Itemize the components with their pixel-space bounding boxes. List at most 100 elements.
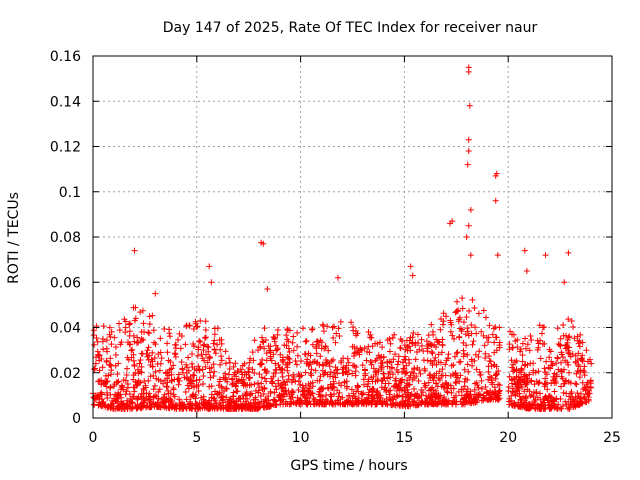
data-point — [567, 379, 574, 386]
data-point — [193, 382, 200, 389]
data-point — [108, 362, 115, 369]
data-point — [389, 334, 396, 341]
data-point — [224, 398, 231, 405]
data-point — [492, 390, 499, 397]
data-point — [447, 372, 454, 379]
data-point — [107, 361, 114, 368]
data-point — [128, 347, 135, 354]
data-point — [386, 348, 393, 355]
data-point — [526, 347, 533, 354]
data-point — [429, 328, 436, 335]
data-point — [372, 401, 379, 408]
data-point — [100, 398, 107, 405]
data-point — [164, 340, 171, 347]
data-point — [99, 391, 106, 398]
data-point — [404, 400, 411, 407]
data-point — [585, 358, 592, 365]
data-point — [289, 339, 296, 346]
data-point — [485, 334, 492, 341]
data-point — [488, 379, 495, 386]
data-point — [543, 394, 550, 401]
data-point — [313, 350, 320, 357]
data-point — [536, 322, 543, 329]
data-point — [137, 309, 144, 316]
data-point — [351, 393, 358, 400]
axis-ticks: 0 5 10 15 20 25 0 0.02 0.04 0.06 0.08 0.1 0.12 0.14 0.… — [50, 49, 621, 446]
data-point — [294, 343, 301, 350]
data-point — [296, 373, 303, 380]
data-point — [517, 396, 524, 403]
data-point — [338, 359, 345, 366]
data-point — [549, 397, 556, 404]
data-point — [194, 352, 201, 359]
data-point — [462, 375, 469, 382]
data-point — [296, 372, 303, 379]
data-point — [258, 380, 265, 387]
data-point — [439, 342, 446, 349]
data-point — [157, 335, 164, 342]
data-point — [512, 359, 519, 366]
data-point — [453, 350, 460, 357]
data-point — [538, 330, 545, 337]
data-point — [127, 341, 134, 348]
data-point — [345, 392, 352, 399]
data-point — [331, 369, 338, 376]
data-point — [183, 396, 190, 403]
data-point — [528, 377, 535, 384]
data-point — [487, 396, 494, 403]
data-point — [354, 397, 361, 404]
data-point — [353, 332, 360, 339]
data-point — [258, 334, 265, 341]
data-point — [256, 344, 263, 351]
data-point — [581, 363, 588, 370]
data-point — [330, 356, 337, 363]
data-point — [374, 397, 381, 404]
x-tick-label: 5 — [192, 430, 201, 446]
data-point — [138, 328, 145, 335]
data-point — [280, 359, 287, 366]
data-point — [435, 351, 442, 358]
data-point — [334, 370, 341, 377]
data-point — [506, 346, 513, 353]
data-point — [233, 380, 240, 387]
data-point — [211, 346, 218, 353]
data-point — [193, 400, 200, 407]
data-point — [468, 399, 475, 406]
data-point — [490, 325, 497, 332]
data-point — [439, 336, 446, 343]
data-point — [310, 395, 317, 402]
data-point — [532, 396, 539, 403]
data-point — [210, 340, 217, 347]
data-point — [163, 395, 170, 402]
data-point — [513, 373, 520, 380]
data-point — [487, 358, 494, 365]
data-point — [251, 381, 258, 388]
data-point — [152, 368, 159, 375]
data-point — [160, 380, 167, 387]
data-point — [422, 382, 429, 389]
data-point — [294, 329, 301, 336]
data-point — [566, 333, 573, 340]
data-point — [522, 335, 529, 342]
data-point — [311, 401, 318, 408]
data-point — [290, 373, 297, 380]
data-point — [267, 390, 274, 397]
data-point — [269, 378, 276, 385]
data-point — [465, 148, 472, 155]
data-point — [173, 342, 180, 349]
data-point — [587, 384, 594, 391]
data-point — [198, 400, 205, 407]
data-point — [299, 382, 306, 389]
data-point — [131, 384, 138, 391]
data-point — [250, 357, 257, 364]
data-point — [376, 339, 383, 346]
data-point — [510, 368, 517, 375]
data-point — [411, 385, 418, 392]
data-point — [199, 381, 206, 388]
data-point — [360, 400, 367, 407]
data-point — [103, 337, 110, 344]
data-point — [509, 344, 516, 351]
data-point — [174, 376, 181, 383]
data-point — [151, 339, 158, 346]
data-point — [349, 362, 356, 369]
